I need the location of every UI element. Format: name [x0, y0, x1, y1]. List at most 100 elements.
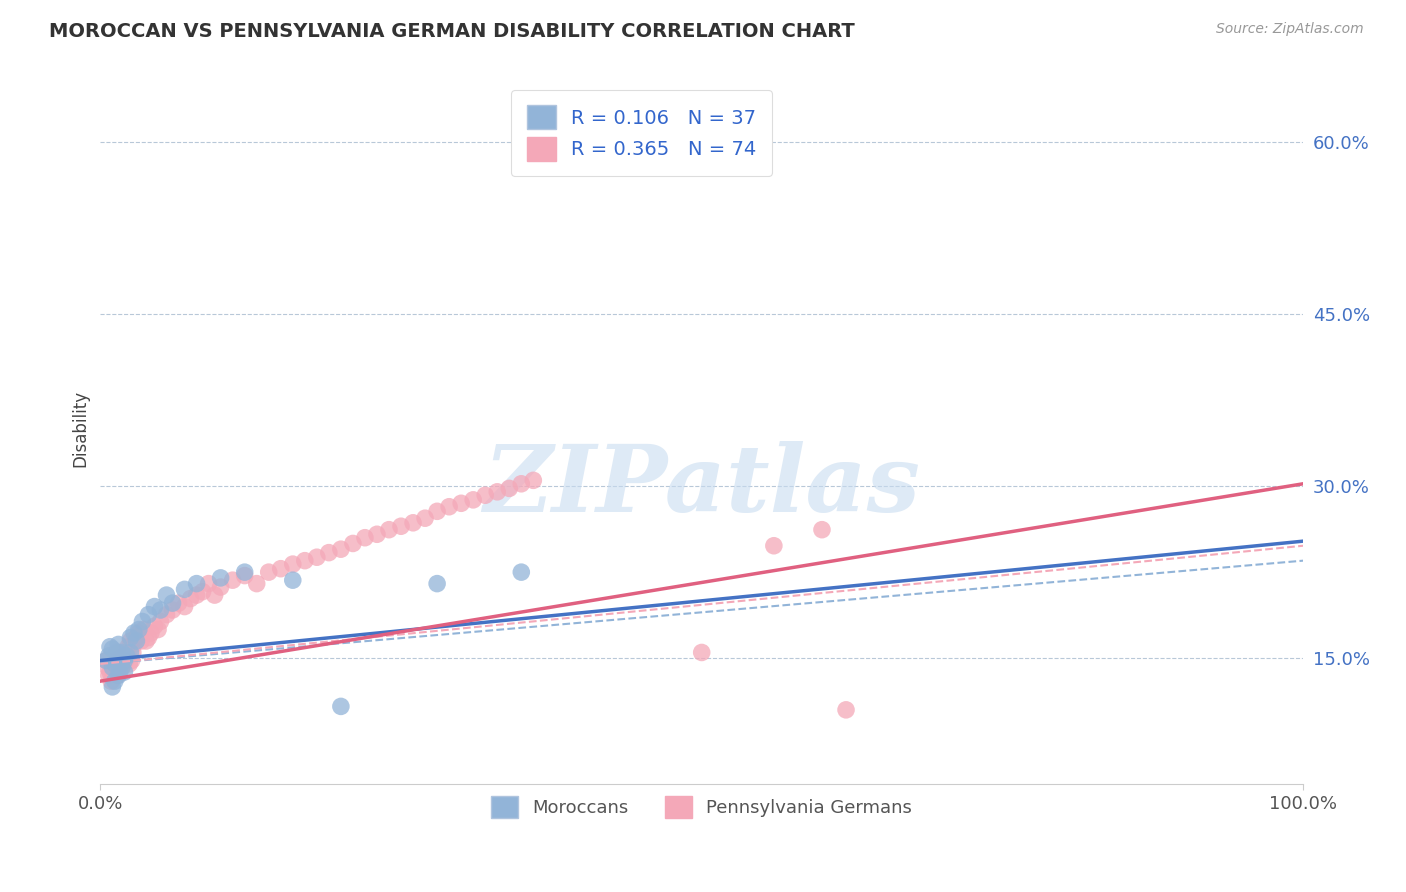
- Point: [96, 653, 118, 667]
- Point: [463, 492, 485, 507]
- Point: [101, 660, 124, 674]
- Point: [122, 626, 145, 640]
- Point: [104, 660, 127, 674]
- Point: [97, 668, 120, 682]
- Point: [246, 576, 269, 591]
- Point: [117, 640, 139, 654]
- Point: [143, 599, 166, 614]
- Point: [474, 488, 496, 502]
- Point: [221, 573, 243, 587]
- Point: [281, 557, 304, 571]
- Point: [107, 645, 129, 659]
- Point: [180, 591, 202, 606]
- Point: [389, 519, 412, 533]
- Point: [108, 651, 131, 665]
- Point: [191, 584, 214, 599]
- Point: [97, 660, 120, 674]
- Point: [103, 657, 125, 671]
- Point: [125, 631, 148, 645]
- Point: [146, 623, 169, 637]
- Point: [510, 565, 533, 579]
- Point: [173, 599, 195, 614]
- Text: Source: ZipAtlas.com: Source: ZipAtlas.com: [1216, 22, 1364, 37]
- Point: [233, 565, 256, 579]
- Point: [498, 482, 520, 496]
- Point: [402, 516, 425, 530]
- Point: [115, 645, 138, 659]
- Point: [138, 607, 160, 622]
- Point: [294, 554, 316, 568]
- Point: [96, 653, 118, 667]
- Point: [270, 562, 292, 576]
- Point: [120, 634, 142, 648]
- Point: [112, 657, 135, 671]
- Point: [131, 615, 153, 629]
- Point: [366, 527, 388, 541]
- Point: [510, 476, 533, 491]
- Point: [101, 660, 124, 674]
- Point: [125, 634, 148, 648]
- Point: [522, 473, 544, 487]
- Text: MOROCCAN VS PENNSYLVANIA GERMAN DISABILITY CORRELATION CHART: MOROCCAN VS PENNSYLVANIA GERMAN DISABILI…: [49, 22, 855, 41]
- Point: [132, 623, 155, 637]
- Point: [100, 674, 122, 689]
- Point: [162, 596, 184, 610]
- Point: [107, 653, 129, 667]
- Point: [204, 588, 226, 602]
- Point: [149, 603, 172, 617]
- Point: [120, 631, 142, 645]
- Point: [101, 642, 124, 657]
- Point: [318, 546, 340, 560]
- Y-axis label: Disability: Disability: [72, 390, 89, 467]
- Point: [108, 665, 131, 679]
- Point: [305, 550, 328, 565]
- Point: [811, 523, 834, 537]
- Point: [426, 576, 449, 591]
- Point: [107, 637, 129, 651]
- Point: [104, 657, 127, 671]
- Point: [354, 531, 377, 545]
- Point: [186, 576, 208, 591]
- Point: [112, 665, 135, 679]
- Point: [342, 536, 364, 550]
- Point: [105, 645, 128, 659]
- Point: [762, 539, 785, 553]
- Point: [162, 603, 184, 617]
- Point: [378, 523, 401, 537]
- Point: [143, 619, 166, 633]
- Point: [128, 623, 150, 637]
- Point: [129, 634, 152, 648]
- Point: [329, 699, 352, 714]
- Point: [138, 631, 160, 645]
- Point: [97, 648, 120, 663]
- Point: [835, 703, 858, 717]
- Point: [135, 634, 157, 648]
- Point: [111, 660, 134, 674]
- Point: [104, 665, 127, 679]
- Point: [105, 668, 128, 682]
- Point: [121, 653, 143, 667]
- Point: [101, 680, 124, 694]
- Point: [437, 500, 460, 514]
- Point: [114, 653, 136, 667]
- Point: [112, 648, 135, 663]
- Point: [233, 568, 256, 582]
- Point: [281, 573, 304, 587]
- Point: [413, 511, 436, 525]
- Point: [122, 637, 145, 651]
- Point: [104, 674, 127, 689]
- Text: ZIPatlas: ZIPatlas: [484, 441, 920, 531]
- Point: [486, 484, 509, 499]
- Point: [257, 565, 280, 579]
- Point: [167, 596, 190, 610]
- Point: [149, 615, 172, 629]
- Point: [690, 645, 713, 659]
- Point: [197, 576, 219, 591]
- Point: [450, 496, 472, 510]
- Point: [110, 660, 132, 674]
- Point: [426, 504, 449, 518]
- Point: [120, 645, 142, 659]
- Point: [329, 542, 352, 557]
- Point: [209, 571, 232, 585]
- Point: [139, 626, 162, 640]
